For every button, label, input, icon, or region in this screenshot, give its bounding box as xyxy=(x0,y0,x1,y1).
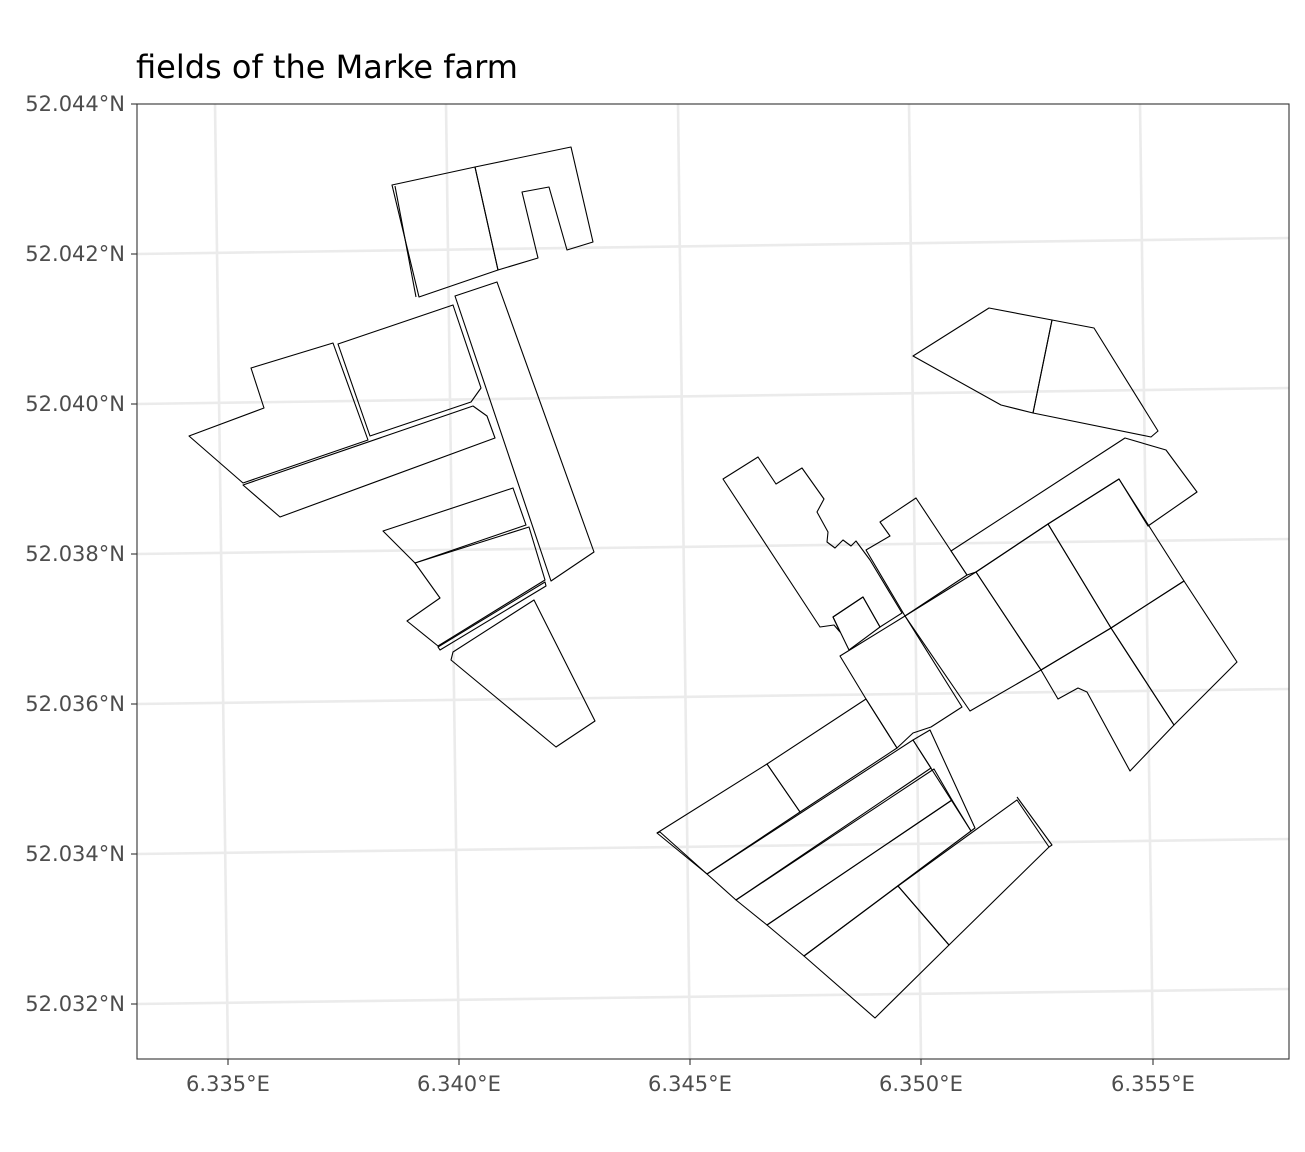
field-polygon xyxy=(975,523,1112,671)
field-polygon xyxy=(1032,319,1159,438)
field-polygon xyxy=(188,342,369,484)
y-tick-label: 52.036°N xyxy=(25,692,125,716)
graticule-line-x-6.355 xyxy=(1138,103,1155,1060)
field-polygon xyxy=(912,729,976,832)
chart-title: fields of the Marke farm xyxy=(136,48,518,86)
fields-layer xyxy=(188,146,1238,1019)
x-tick-label: 6.340°E xyxy=(417,1072,501,1096)
y-tick-label: 52.032°N xyxy=(25,992,125,1016)
y-tick-label: 52.040°N xyxy=(25,392,125,416)
field-polygon xyxy=(391,166,499,298)
field-polygon xyxy=(766,698,898,813)
y-tick-label: 52.042°N xyxy=(25,242,125,266)
graticule-line-y-52.040 xyxy=(136,386,1290,406)
field-polygon xyxy=(394,185,417,298)
graticule-line-x-6.335 xyxy=(213,103,230,1060)
field-polygon xyxy=(1047,478,1185,629)
x-tick-label: 6.350°E xyxy=(879,1072,963,1096)
x-tick-label: 6.355°E xyxy=(1111,1072,1195,1096)
graticule-line-y-52.042 xyxy=(136,236,1290,256)
graticule xyxy=(136,103,1290,1060)
graticule-line-x-6.340 xyxy=(444,103,461,1060)
field-polygon xyxy=(766,799,972,957)
field-polygon xyxy=(950,437,1198,576)
x-tick-label: 6.345°E xyxy=(648,1072,732,1096)
field-polygon xyxy=(437,581,547,651)
field-polygon xyxy=(832,596,881,651)
panel-border xyxy=(136,103,1290,1060)
field-polygon xyxy=(656,831,708,875)
field-polygon xyxy=(406,526,546,647)
field-polygon xyxy=(242,405,496,518)
graticule-line-y-52.036 xyxy=(136,687,1290,706)
graticule-line-x-6.350 xyxy=(907,103,923,1060)
graticule-line-x-6.345 xyxy=(676,103,692,1060)
graticule-line-y-52.032 xyxy=(136,987,1290,1006)
y-axis: 52.044°N 52.042°N 52.040°N 52.038°N 52.036°N… xyxy=(25,92,137,1016)
y-tick-label: 52.038°N xyxy=(25,542,125,566)
field-polygon xyxy=(450,599,596,748)
field-polygon xyxy=(839,615,963,749)
field-polygon xyxy=(454,281,595,582)
y-tick-label: 52.044°N xyxy=(25,92,125,116)
x-axis: 6.335°E 6.340°E 6.345°E 6.350°E 6.355°E xyxy=(186,1059,1195,1096)
field-polygon xyxy=(706,739,932,901)
field-polygon xyxy=(1016,796,1053,848)
field-polygon xyxy=(1040,627,1175,772)
graticule-line-y-52.034 xyxy=(136,837,1290,856)
field-polygon xyxy=(912,307,1053,414)
y-tick-label: 52.034°N xyxy=(25,842,125,866)
field-polygon xyxy=(474,146,594,271)
field-polygon xyxy=(382,487,527,564)
field-polygon xyxy=(656,763,801,875)
graticule-line-y-52.038 xyxy=(136,537,1290,556)
field-polygon xyxy=(337,304,482,437)
field-polygon xyxy=(904,571,1042,712)
field-polygon xyxy=(803,885,950,1019)
x-tick-label: 6.335°E xyxy=(186,1072,270,1096)
field-polygon xyxy=(1110,580,1238,726)
